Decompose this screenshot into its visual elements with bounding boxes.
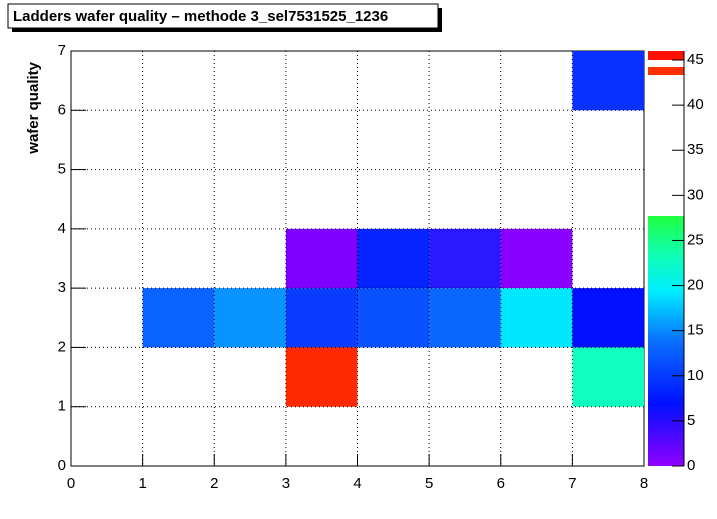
- z-tick-label: 25: [687, 231, 704, 248]
- z-tick-label: 5: [687, 412, 695, 429]
- heatmap-cell: [357, 228, 430, 289]
- heatmap-cell: [214, 288, 286, 348]
- heatmap-cell: [572, 51, 644, 111]
- color-bar: [648, 216, 684, 466]
- y-tick-label: 7: [58, 42, 66, 59]
- heatmap-cell: [429, 228, 501, 289]
- x-tick-label: 8: [640, 475, 648, 492]
- heatmap-cell: [572, 347, 644, 407]
- y-tick-label: 0: [58, 457, 66, 474]
- x-tick-label: 4: [353, 475, 361, 492]
- chart-title: Ladders wafer quality – methode 3_sel753…: [13, 8, 388, 25]
- z-tick-label: 0: [687, 457, 695, 474]
- z-tick-label: 15: [687, 322, 704, 339]
- heatmap-cell: [285, 288, 358, 348]
- y-tick-label: 3: [58, 279, 66, 296]
- y-tick-label: 1: [58, 398, 66, 415]
- x-tick-label: 5: [425, 475, 433, 492]
- x-tick-label: 1: [138, 475, 146, 492]
- y-tick-label: 4: [58, 220, 66, 237]
- heatmap-cell: [357, 288, 430, 348]
- heatmap-cell: [429, 288, 501, 348]
- y-tick-label: 2: [58, 338, 66, 355]
- x-tick-label: 3: [282, 475, 290, 492]
- x-tick-label: 6: [497, 475, 505, 492]
- z-tick-label: 20: [687, 277, 704, 294]
- heatmap-cell: [142, 288, 215, 348]
- z-tick-label: 45: [687, 51, 704, 68]
- y-tick-label: 5: [58, 161, 66, 178]
- y-tick-label: 6: [58, 101, 66, 118]
- heatmap-cell: [500, 228, 573, 289]
- y-axis-label: wafer quality: [25, 61, 42, 154]
- color-bar-band: [648, 51, 684, 60]
- x-tick-label: 2: [210, 475, 218, 492]
- heatmap-cell: [285, 228, 358, 289]
- z-tick-label: 10: [687, 367, 704, 384]
- title-box: [7, 3, 439, 29]
- heatmap-cell: [572, 288, 644, 348]
- heatmap-cell: [285, 347, 358, 407]
- x-tick-label: 7: [568, 475, 576, 492]
- z-tick-label: 35: [687, 141, 704, 158]
- color-bar-band: [648, 67, 684, 75]
- x-tick-label: 0: [67, 475, 75, 492]
- z-tick-label: 40: [687, 96, 704, 113]
- heatmap-cell: [500, 288, 573, 348]
- z-tick-label: 30: [687, 186, 704, 203]
